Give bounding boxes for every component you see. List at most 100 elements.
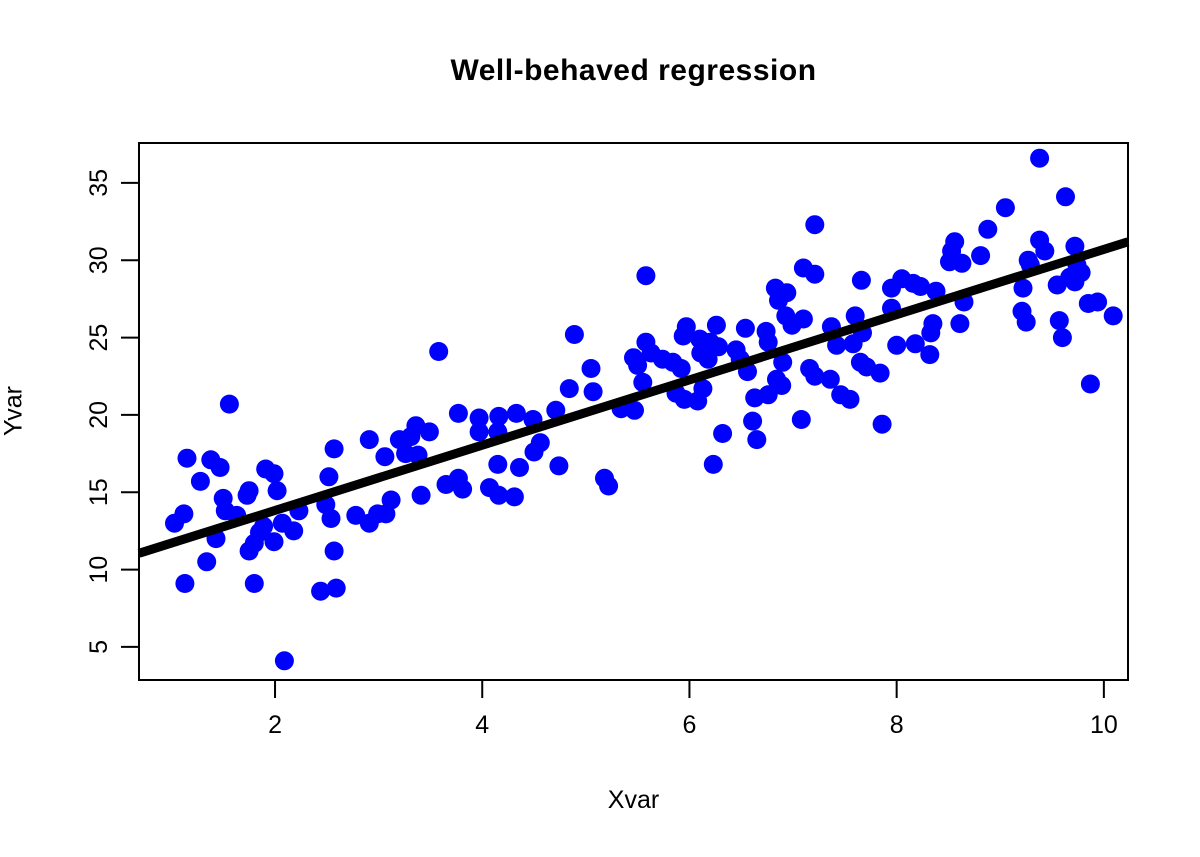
data-point [905,334,925,354]
y-tick-label: 10 [85,556,113,584]
data-point [887,335,907,355]
data-point [713,424,733,443]
data-point [676,317,696,337]
data-point [923,314,943,334]
x-tick-label: 2 [268,711,282,739]
data-point [489,406,509,426]
data-point [264,532,284,552]
data-point [549,456,569,476]
data-point [448,403,468,423]
data-point [381,490,401,510]
data-point [583,382,603,402]
data-point [254,516,274,536]
data-point [636,266,656,286]
data-point [633,372,653,392]
x-tick-label: 6 [682,711,696,739]
data-point [244,574,264,593]
data-point [506,403,526,423]
data-point [359,430,379,450]
data-point [671,359,691,378]
data-point [564,325,584,344]
data-point [805,215,825,235]
plot-border [138,142,1129,681]
data-point [175,574,195,593]
data-point [264,464,284,484]
data-point [326,578,346,598]
data-point [1030,148,1050,168]
data-point [709,337,728,357]
data-point [321,509,341,528]
data-point [1049,311,1069,331]
data-point [1103,306,1123,326]
regression-line [137,237,1130,558]
data-point [698,349,718,369]
data-point [469,408,489,428]
y-tick-label: 5 [85,640,113,654]
data-point [239,481,259,501]
data-point [911,277,930,296]
data-point [995,198,1015,218]
y-axis-label-text: Yvar [0,385,28,437]
data-point [777,283,797,303]
data-point [311,581,331,601]
data-point [625,400,644,420]
data-point [599,476,619,496]
data-point [693,379,713,399]
data-point [945,232,965,252]
data-point [851,270,871,290]
data-point [174,504,194,524]
data-point [1052,328,1072,348]
y-tick-label: 15 [85,478,113,506]
data-point [920,345,940,365]
data-point [1071,263,1091,283]
data-point [805,264,825,284]
data-point [772,376,792,395]
data-point [978,219,998,239]
data-point [773,352,793,372]
data-point [489,485,509,505]
data-point [1080,374,1100,394]
data-point [743,411,763,431]
data-point [758,332,778,352]
data-point [870,363,890,383]
data-point [419,422,439,442]
data-point [429,342,449,361]
data-point [411,485,431,505]
data-point [546,400,566,420]
y-tick-label: 20 [85,401,113,429]
data-point [805,366,825,386]
y-tick-label: 25 [85,324,113,352]
y-tick-label: 35 [85,169,113,197]
data-point [530,433,550,453]
data-point [453,479,473,499]
data-point [559,379,579,399]
data-point [324,439,344,459]
x-tick-label: 10 [1090,711,1118,739]
data-point [952,253,972,273]
data-point [1013,278,1033,298]
data-point [267,481,287,501]
data-point [284,521,304,541]
data-point [971,246,991,266]
data-point [820,369,840,389]
data-point [628,355,648,375]
data-point [747,430,767,450]
data-point [324,541,344,561]
data-point [827,335,847,355]
data-point [706,315,726,335]
data-point [1035,241,1055,261]
data-point [319,467,339,487]
x-tick-label: 8 [890,711,904,739]
data-point [1088,292,1108,312]
data-point [1016,312,1036,332]
data-point [872,414,892,434]
data-point [177,448,197,468]
x-axis-label: Xvar [607,786,660,814]
data-point [274,651,294,671]
data-point [793,309,813,329]
data-point [926,281,946,301]
data-point [219,394,239,414]
data-point [758,385,778,405]
